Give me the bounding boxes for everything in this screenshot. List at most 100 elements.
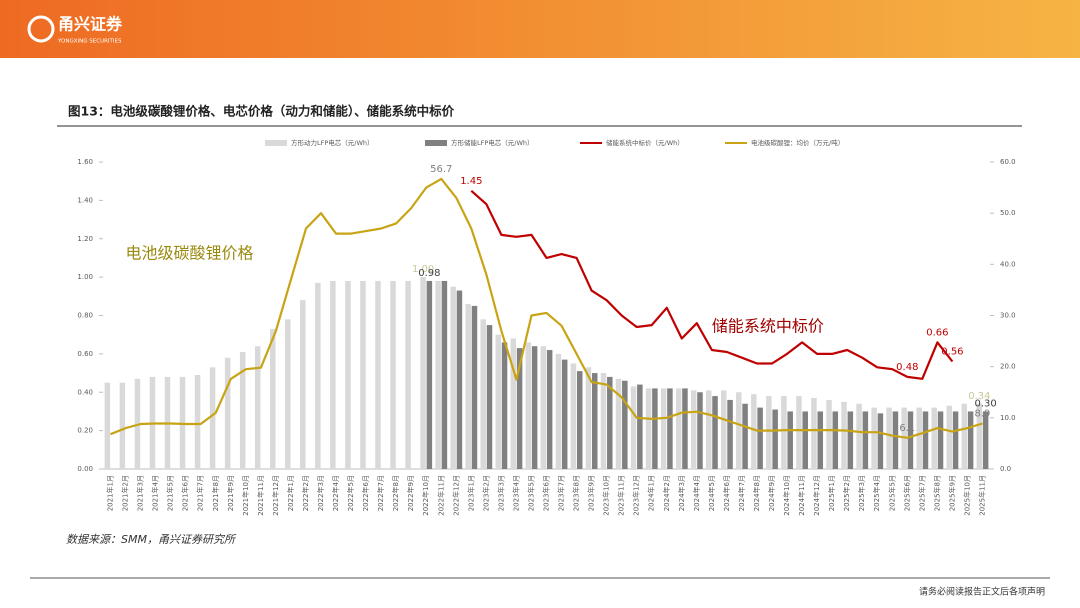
bar [480, 319, 486, 469]
bar [907, 411, 914, 469]
data-label: 1.00 [412, 264, 434, 275]
bar [450, 286, 456, 469]
bar [465, 303, 471, 469]
legend-swatch [425, 140, 447, 146]
y-tick-label: 0.00 [77, 465, 93, 473]
bar [721, 390, 727, 469]
x-tick-label: 2021年6月 [181, 475, 190, 511]
bar [796, 396, 802, 469]
bar [937, 411, 944, 469]
bar [239, 351, 246, 469]
bar [531, 346, 538, 469]
bar [555, 353, 562, 469]
x-tick-label: 2023年8月 [572, 475, 581, 511]
y2-tick-label: 0.0 [1000, 465, 1011, 473]
legend-label: 电池级碳酸锂：均价（万元/吨） [751, 138, 844, 147]
bar [269, 328, 276, 469]
line-series [470, 189, 954, 380]
x-tick-label: 2023年9月 [587, 475, 596, 511]
y-tick-label: 0.60 [77, 350, 93, 358]
bar [426, 280, 433, 469]
x-tick-label: 2025年5月 [887, 475, 896, 511]
bar [345, 280, 351, 469]
bar [420, 277, 426, 469]
bar [847, 411, 854, 469]
bar [254, 346, 261, 469]
x-tick-label: 2023年11月 [617, 475, 626, 516]
data-label: 56.7 [430, 164, 452, 175]
x-tick-label: 2024年4月 [692, 475, 701, 511]
bar [675, 388, 682, 469]
x-tick-label: 2021年11月 [256, 475, 265, 516]
x-tick-label: 2024年10月 [782, 475, 791, 516]
x-tick-label: 2025年4月 [872, 475, 881, 511]
x-tick-label: 2025年9月 [947, 475, 956, 511]
bar [592, 373, 598, 469]
bar [952, 411, 959, 469]
y2-tick-label: 20.0 [1000, 363, 1016, 371]
bar [525, 342, 532, 469]
x-tick-label: 2025年8月 [932, 475, 941, 511]
x-tick-label: 2022年11月 [436, 475, 445, 516]
source-note: 数据来源：SMM，甬兴证券研究所 [66, 533, 237, 546]
x-tick-label: 2024年5月 [707, 475, 716, 511]
data-label: 0.30 [975, 398, 997, 409]
bar [787, 411, 793, 469]
bar [119, 382, 126, 469]
bar [390, 280, 396, 469]
x-tick-label: 2024年2月 [662, 475, 671, 511]
x-tick-label: 2021年10月 [241, 475, 250, 516]
bar [961, 403, 968, 469]
x-tick-label: 2025年7月 [917, 475, 926, 511]
bar [516, 348, 523, 469]
data-label: 0.66 [926, 327, 948, 338]
x-tick-label: 2022年12月 [451, 475, 460, 516]
legend-label: 储能系统中标价（元/Wh） [606, 138, 684, 147]
bar [194, 374, 201, 469]
x-tick-label: 2021年1月 [106, 475, 115, 511]
bar [766, 396, 772, 469]
bar [285, 319, 291, 469]
bar [622, 380, 628, 469]
x-tick-label: 2023年6月 [542, 475, 551, 511]
bar [946, 405, 953, 469]
x-tick-label: 2023年1月 [466, 475, 475, 511]
x-tick-label: 2022年7月 [376, 475, 385, 511]
bar [811, 398, 817, 469]
annotation: 储能系统中标价 [712, 317, 824, 336]
bar [916, 407, 922, 469]
bar [600, 373, 607, 469]
bar [781, 396, 787, 469]
x-tick-label: 2025年6月 [902, 475, 911, 511]
bar [802, 411, 808, 469]
bar [495, 334, 501, 469]
x-tick-label: 2022年3月 [316, 475, 325, 511]
x-tick-label: 2024年7月 [737, 475, 746, 511]
bar [561, 359, 568, 469]
bar [742, 403, 748, 469]
bar [727, 399, 733, 469]
data-label: 0.48 [896, 362, 918, 373]
x-tick-label: 2023年5月 [526, 475, 535, 511]
logo-text: 甬兴证券 [58, 15, 123, 34]
bar [705, 390, 712, 469]
x-tick-label: 2022年2月 [301, 475, 310, 511]
x-tick-label: 2022年8月 [391, 475, 400, 511]
x-tick-label: 2021年7月 [196, 475, 205, 511]
x-tick-label: 2021年3月 [136, 475, 145, 511]
bar [315, 282, 321, 469]
bar [892, 411, 899, 469]
bar [690, 390, 697, 469]
bar [546, 350, 553, 469]
bar [877, 413, 884, 469]
y2-tick-label: 40.0 [1000, 260, 1016, 268]
data-label: 0.98 [418, 268, 440, 279]
logo-icon [27, 15, 55, 43]
bar [832, 411, 839, 469]
plot: 0.00 0.20 0.40 0.60 0.80 1.00 1.20 1.40 1.60 0.0 1… [77, 138, 1015, 516]
legend-label: 方形储能LFP电芯（元/Wh） [451, 138, 534, 147]
bar [922, 411, 929, 469]
bar [540, 346, 547, 469]
bar [576, 371, 583, 469]
